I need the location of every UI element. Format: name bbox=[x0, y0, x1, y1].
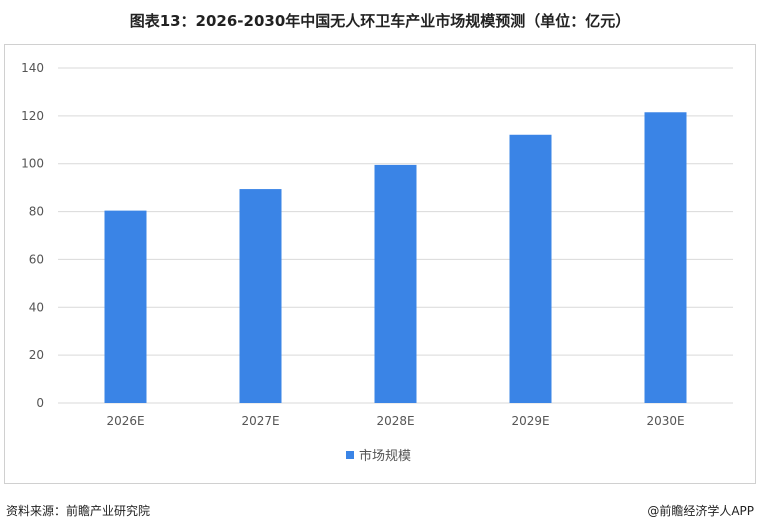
x-tick-label: 2028E bbox=[376, 414, 414, 428]
y-tick-label: 100 bbox=[21, 157, 44, 171]
chart-title: 图表13：2026-2030年中国无人环卫车产业市场规模预测（单位：亿元） bbox=[129, 12, 631, 30]
y-tick-label: 120 bbox=[21, 109, 44, 123]
bar-chart: 0 20 40 60 80 100 120 140 2026E 2027E 2028E 2029E 20… bbox=[21, 61, 733, 464]
x-tick-label: 2029E bbox=[511, 414, 549, 428]
brand-note: @前瞻经济学人APP bbox=[647, 504, 754, 518]
source-note: 资料来源：前瞻产业研究院 bbox=[6, 504, 151, 518]
x-tick-label: 2026E bbox=[106, 414, 144, 428]
y-tick-label: 80 bbox=[29, 205, 44, 219]
y-tick-label: 60 bbox=[29, 252, 44, 266]
y-tick-label: 20 bbox=[29, 348, 44, 362]
legend-swatch bbox=[346, 451, 354, 459]
bar bbox=[644, 112, 687, 404]
y-tick-label: 140 bbox=[21, 61, 44, 75]
bar bbox=[239, 189, 282, 403]
bar bbox=[374, 164, 417, 403]
legend-label: 市场规模 bbox=[359, 448, 411, 464]
chart-frame bbox=[4, 44, 756, 484]
bar bbox=[509, 134, 552, 403]
y-tick-label: 40 bbox=[29, 300, 44, 314]
bar bbox=[104, 210, 147, 403]
x-tick-label: 2027E bbox=[241, 414, 279, 428]
y-tick-label: 0 bbox=[36, 396, 44, 410]
x-tick-label: 2030E bbox=[646, 414, 684, 428]
